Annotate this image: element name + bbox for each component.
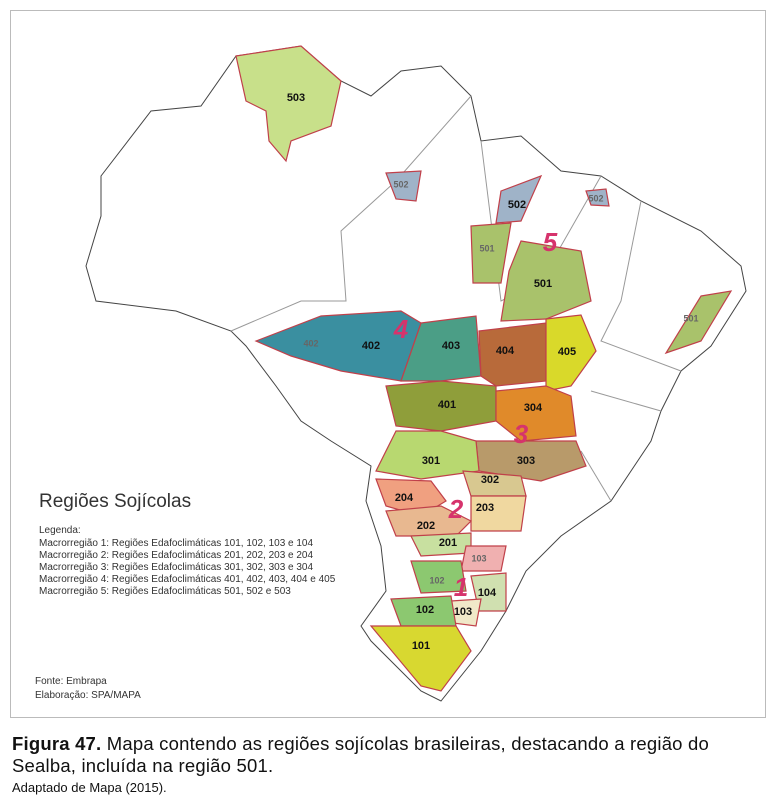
- region-label: 502: [508, 199, 526, 211]
- regions: [235, 45, 733, 692]
- region-label: 502: [588, 193, 603, 203]
- legend-item: Macrorregião 5: Regiões Edafoclimáticas …: [39, 586, 291, 597]
- region-102: [410, 560, 467, 594]
- region-label: 303: [517, 455, 535, 467]
- region-label: 203: [476, 502, 494, 514]
- region-502: [495, 174, 543, 224]
- region-403: [400, 315, 482, 382]
- region-label: 202: [417, 520, 435, 532]
- elaboration: Elaboração: SPA/MAPA: [35, 690, 141, 701]
- region-501: [470, 222, 512, 284]
- region-label: 405: [558, 346, 576, 358]
- region-label: 102: [416, 604, 434, 616]
- region-label: 204: [395, 492, 414, 504]
- region-label: 503: [287, 92, 305, 104]
- region-103: [460, 545, 507, 572]
- region-label: 402: [303, 338, 318, 348]
- macro-label: 2: [448, 494, 464, 524]
- source: Fonte: Embrapa: [35, 676, 107, 687]
- caption-label: Figura 47.: [12, 733, 102, 754]
- map: 503 502 502 502 501 501 501 402 402 403 …: [35, 45, 747, 702]
- legend-item: Macrorregião 2: Regiões Edafoclimáticas …: [39, 550, 313, 561]
- map-title: Regiões Sojícolas: [39, 491, 191, 512]
- region-304: [495, 385, 577, 442]
- legend-item: Macrorregião 1: Regiões Edafoclimáticas …: [39, 538, 313, 549]
- region-label: 103: [471, 553, 486, 563]
- caption-text: Mapa contendo as regiões sojícolas brasi…: [12, 733, 709, 776]
- region-label: 501: [534, 278, 552, 290]
- caption-note: Adaptado de Mapa (2015).: [12, 780, 167, 795]
- region-502: [585, 188, 610, 207]
- region-404: [478, 322, 547, 387]
- region-502: [385, 170, 422, 202]
- region-label: 101: [412, 640, 430, 652]
- legend-item: Macrorregião 3: Regiões Edafoclimáticas …: [39, 562, 313, 573]
- region-labels: 503 502 502 502 501 501 501 402 402 403 …: [287, 92, 699, 652]
- region-label: 403: [442, 340, 460, 352]
- region-label: 201: [439, 537, 457, 549]
- region-label: 402: [362, 340, 380, 352]
- region-label: 502: [393, 179, 408, 189]
- region-label: 104: [478, 587, 497, 599]
- region-label: 501: [683, 313, 698, 323]
- region-101: [369, 625, 472, 692]
- legend-heading: Legenda:: [39, 525, 81, 536]
- legend-item: Macrorregião 4: Regiões Edafoclimáticas …: [39, 574, 336, 585]
- region-501: [664, 290, 733, 355]
- region-301: [375, 430, 480, 480]
- macro-label: 3: [514, 419, 529, 449]
- region-503: [235, 45, 342, 163]
- region-label: 501: [479, 243, 494, 253]
- macro-label: 5: [543, 227, 558, 257]
- macro-label: 1: [454, 572, 468, 602]
- region-label: 304: [524, 402, 543, 414]
- region-label: 302: [481, 474, 499, 486]
- region-label: 301: [422, 455, 440, 467]
- region-label: 103: [454, 606, 472, 618]
- figure-frame: 503 502 502 502 501 501 501 402 402 403 …: [10, 10, 766, 718]
- region-203: [470, 495, 527, 532]
- macro-label: 4: [393, 314, 409, 344]
- caption: Figura 47. Mapa contendo as regiões sojí…: [12, 733, 764, 777]
- region-202: [385, 505, 473, 537]
- region-label: 401: [438, 399, 456, 411]
- macro-labels: 5 4 3 2 1: [393, 227, 558, 602]
- region-label: 404: [496, 345, 515, 357]
- region-label: 102: [429, 575, 444, 585]
- region-405: [545, 314, 597, 392]
